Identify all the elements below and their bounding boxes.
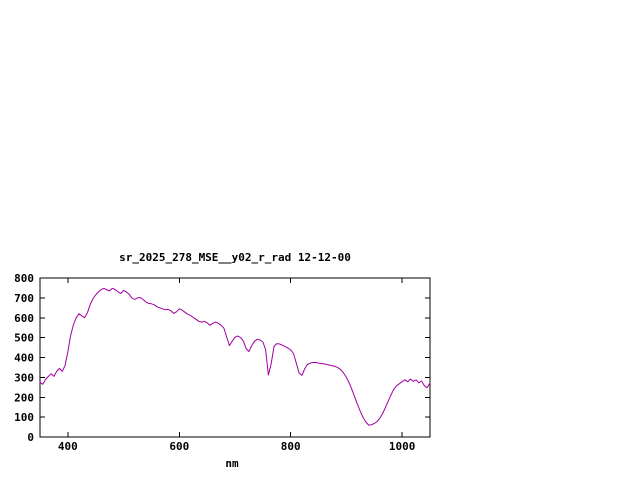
y-tick-label: 400 xyxy=(14,352,34,365)
x-tick-label: 600 xyxy=(169,440,189,453)
y-tick-label: 600 xyxy=(14,312,34,325)
x-tick-label: 800 xyxy=(281,440,301,453)
y-tick-label: 500 xyxy=(14,332,34,345)
x-tick-label: 1000 xyxy=(389,440,416,453)
y-tick-label: 700 xyxy=(14,292,34,305)
y-tick-label: 100 xyxy=(14,411,34,424)
y-tick-label: 200 xyxy=(14,391,34,404)
x-tick-label: 400 xyxy=(58,440,78,453)
plot-border xyxy=(39,277,431,438)
y-tick-label: 800 xyxy=(14,272,34,285)
plot-area: 400 600 800 1000 0 100 200 300 400 500 600 700 800 xyxy=(14,272,431,453)
chart-title: sr_2025_278_MSE__y02_r_rad 12-12-00 xyxy=(119,251,351,264)
y-tick-label: 300 xyxy=(14,371,34,384)
x-axis-label: nm xyxy=(225,457,239,470)
y-tick-label: 0 xyxy=(27,431,34,444)
spectrum-line xyxy=(39,287,431,426)
